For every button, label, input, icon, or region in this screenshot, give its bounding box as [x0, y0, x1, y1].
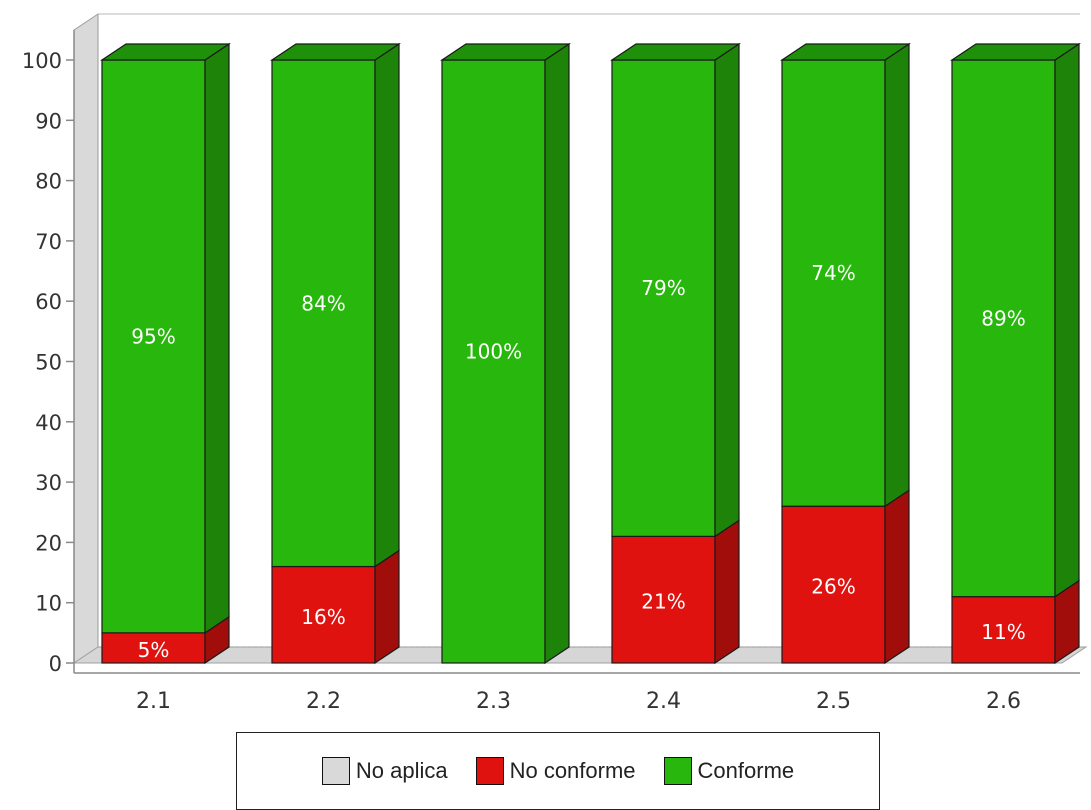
bar-side — [884, 42, 910, 508]
bar-segment: 21% — [611, 519, 740, 665]
legend: No aplica No conforme Conforme — [236, 732, 880, 810]
x-tick-label: 2.3 — [476, 689, 511, 714]
legend-swatch-no-aplica — [321, 757, 350, 785]
legend-label-conforme: Conforme — [697, 758, 795, 783]
data-label: 89% — [981, 306, 1025, 330]
bar-top — [100, 43, 231, 61]
bar-side — [714, 519, 740, 665]
y-tick-label: 60 — [35, 290, 62, 314]
data-label: 79% — [641, 276, 685, 300]
bar-top — [440, 43, 571, 61]
y-tick-label: 50 — [35, 351, 62, 375]
bar-front — [951, 59, 1056, 598]
bar-front — [951, 596, 1056, 664]
data-label: 16% — [301, 605, 345, 629]
bar-segment: 74% — [780, 42, 911, 508]
chart-side-wall — [73, 13, 99, 664]
legend-item-no-aplica: No aplica — [321, 757, 448, 785]
x-tick-label: 2.4 — [646, 689, 681, 714]
x-tick-label: 2.5 — [816, 689, 851, 714]
bar-segment: 100% — [440, 42, 571, 665]
legend-item-no-conforme: No conforme — [475, 757, 636, 785]
bar-side — [204, 42, 230, 634]
data-label: 21% — [641, 590, 685, 614]
bar-segment: 95% — [100, 42, 231, 634]
bar-side — [884, 489, 910, 665]
y-tick-label: 10 — [35, 592, 62, 616]
bar-segment: 79% — [610, 42, 741, 538]
legend-label-no-conforme: No conforme — [509, 758, 636, 783]
y-tick-label: 0 — [49, 652, 62, 676]
data-label: 100% — [465, 340, 522, 364]
data-label: 5% — [138, 638, 170, 662]
y-tick-label: 70 — [35, 230, 62, 254]
data-label: 11% — [981, 620, 1025, 644]
bar-front — [271, 59, 376, 568]
bar-side — [374, 42, 400, 568]
bar-segment: 5% — [101, 615, 230, 665]
x-tick-label: 2.1 — [136, 689, 171, 714]
bar-front — [781, 505, 886, 664]
data-label: 26% — [811, 575, 855, 599]
bar-side — [374, 549, 400, 665]
bar-front — [441, 59, 546, 664]
bar-top — [780, 43, 911, 61]
data-label: 95% — [131, 324, 175, 348]
x-tick-label: 2.2 — [306, 689, 341, 714]
legend-swatch-no-conforme — [475, 757, 504, 785]
bar-side — [1054, 42, 1080, 598]
y-tick-label: 30 — [35, 471, 62, 495]
bar-segment: 89% — [950, 42, 1081, 598]
y-tick-label: 20 — [35, 531, 62, 555]
legend-label-no-aplica: No aplica — [355, 758, 448, 783]
bar-segment: 16% — [271, 549, 400, 665]
y-tick-label: 90 — [35, 109, 62, 133]
legend-item-conforme: Conforme — [663, 757, 795, 785]
legend-swatch-conforme — [663, 757, 692, 785]
bar-side — [544, 42, 570, 665]
bar-front — [781, 59, 886, 507]
x-tick-label: 2.6 — [986, 689, 1021, 714]
data-label: 74% — [811, 261, 855, 285]
chart-svg: 0 10 20 30 40 50 60 70 80 90 100 5% 95% 2.1 16% 84% 2.2 1… — [22, 13, 1088, 714]
bar-segment: 26% — [781, 489, 910, 665]
y-tick-label: 100 — [22, 49, 62, 73]
y-tick-label: 40 — [35, 411, 62, 435]
bar-top — [270, 43, 401, 61]
bar-segment: 11% — [951, 579, 1080, 665]
bar-segment: 84% — [270, 42, 401, 568]
bar-top — [610, 43, 741, 61]
data-label: 84% — [301, 291, 345, 315]
bar-side — [714, 42, 740, 538]
bar-top — [950, 43, 1081, 61]
y-tick-label: 80 — [35, 170, 62, 194]
